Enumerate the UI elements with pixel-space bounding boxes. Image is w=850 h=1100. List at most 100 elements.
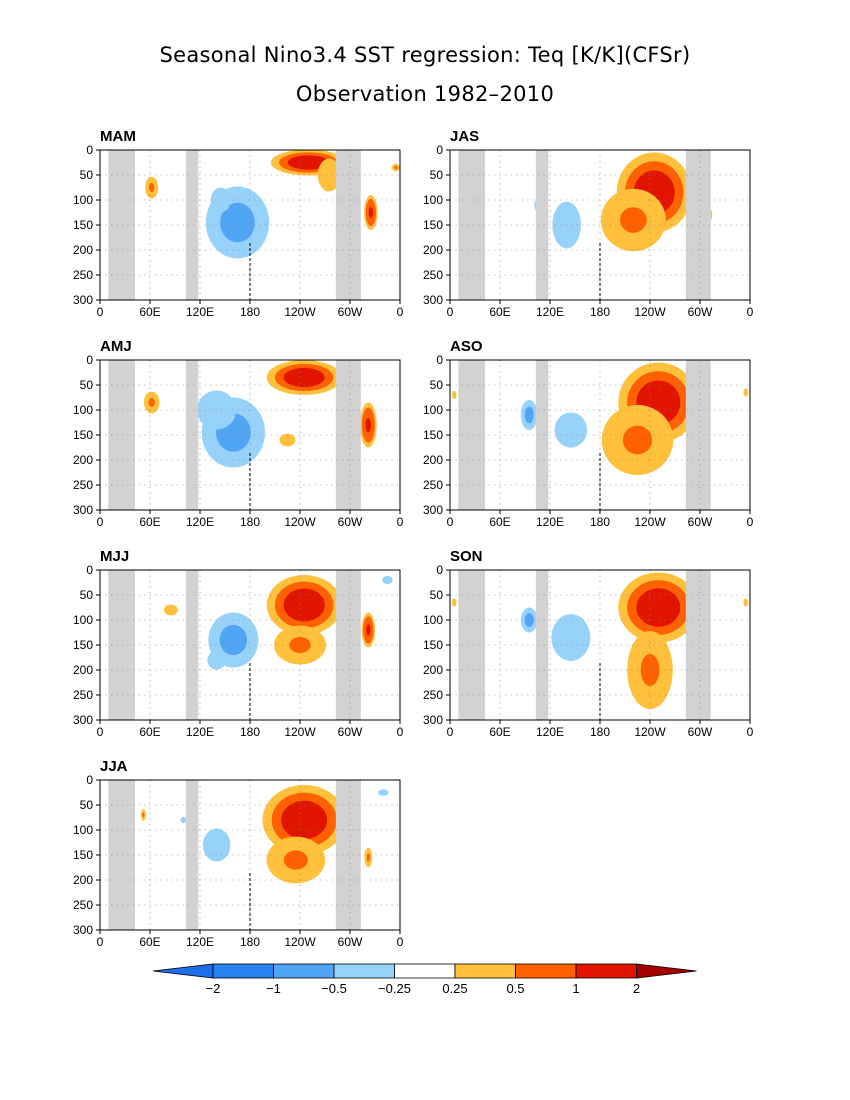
panel-label: MJJ bbox=[100, 548, 129, 565]
colorbar-swatch bbox=[454, 963, 516, 979]
y-tick-label: 150 bbox=[423, 218, 443, 232]
colorbar-tick-label: 0.5 bbox=[506, 981, 524, 996]
x-tick-label: 60W bbox=[688, 515, 713, 529]
x-tick-label: 120W bbox=[634, 515, 666, 529]
colorbar-swatch bbox=[394, 963, 456, 979]
x-tick-label: 60E bbox=[139, 305, 160, 319]
x-tick-label: 0 bbox=[447, 725, 454, 739]
plot-area bbox=[100, 360, 400, 510]
colorbar-swatch bbox=[575, 963, 637, 979]
x-tick-label: 60E bbox=[489, 515, 510, 529]
contour-blob bbox=[562, 627, 579, 648]
contour-blob bbox=[214, 192, 227, 208]
x-tick-label: 60W bbox=[338, 935, 363, 949]
y-tick-label: 300 bbox=[73, 713, 93, 727]
x-tick-label: 120E bbox=[536, 725, 564, 739]
land-mask bbox=[535, 360, 549, 510]
y-tick-label: 250 bbox=[423, 688, 443, 702]
x-tick-label: 0 bbox=[397, 305, 404, 319]
x-tick-label: 0 bbox=[397, 725, 404, 739]
x-tick-label: 120W bbox=[284, 305, 316, 319]
land-mask bbox=[185, 780, 199, 930]
contour-blob bbox=[225, 631, 242, 649]
x-tick-label: 0 bbox=[397, 515, 404, 529]
contour-blob bbox=[283, 850, 308, 870]
x-tick-label: 60E bbox=[139, 935, 160, 949]
x-tick-label: 60E bbox=[489, 305, 510, 319]
colorbar-tick-label: −0.25 bbox=[378, 981, 411, 996]
contour-blob bbox=[645, 596, 672, 619]
plot-area bbox=[450, 570, 750, 720]
y-tick-label: 200 bbox=[423, 243, 443, 257]
contour-blob bbox=[223, 421, 244, 444]
y-tick-label: 50 bbox=[430, 588, 444, 602]
y-tick-label: 0 bbox=[436, 143, 443, 157]
land-mask bbox=[185, 360, 199, 510]
x-tick-label: 120W bbox=[284, 935, 316, 949]
panel-son: 0 60E 120E 180 120W 60W 0 0 50 100 150 200 250 300 SON bbox=[423, 548, 754, 739]
colorbar-swatch bbox=[515, 963, 577, 979]
contour-blob bbox=[564, 422, 578, 438]
land-mask bbox=[185, 570, 199, 720]
colorbar-swatch bbox=[333, 963, 395, 979]
y-tick-label: 200 bbox=[73, 873, 93, 887]
y-tick-label: 150 bbox=[73, 218, 93, 232]
y-tick-label: 150 bbox=[73, 638, 93, 652]
x-tick-label: 120W bbox=[284, 725, 316, 739]
panel-jas: 0 60E 120E 180 120W 60W 0 0 50 100 150 200 250 300 JAS bbox=[423, 128, 754, 319]
contour-blob bbox=[744, 600, 748, 605]
colorbar-tick-label: −0.5 bbox=[321, 981, 347, 996]
land-mask bbox=[108, 150, 135, 300]
x-tick-label: 60E bbox=[139, 725, 160, 739]
y-tick-label: 100 bbox=[423, 613, 443, 627]
colorbar-tick-label: −1 bbox=[266, 981, 281, 996]
y-tick-label: 0 bbox=[86, 143, 93, 157]
y-tick-label: 250 bbox=[73, 478, 93, 492]
plot-area bbox=[100, 150, 400, 300]
contour-blob bbox=[180, 816, 186, 824]
land-mask bbox=[535, 570, 549, 720]
contour-blob bbox=[452, 600, 456, 605]
land-mask bbox=[458, 150, 485, 300]
y-tick-label: 0 bbox=[436, 563, 443, 577]
x-tick-label: 180 bbox=[590, 725, 610, 739]
y-tick-label: 300 bbox=[73, 923, 93, 937]
colorbar-swatch bbox=[636, 963, 697, 979]
y-tick-label: 300 bbox=[423, 293, 443, 307]
figure-title-line2: Observation 1982–2010 bbox=[296, 82, 554, 106]
y-tick-label: 250 bbox=[423, 268, 443, 282]
y-tick-label: 200 bbox=[423, 663, 443, 677]
contour-blob bbox=[365, 417, 372, 433]
land-mask bbox=[185, 150, 199, 300]
x-tick-label: 120W bbox=[634, 725, 666, 739]
x-tick-label: 120E bbox=[186, 725, 214, 739]
colorbar-swatch bbox=[152, 963, 214, 979]
colorbar: −2 −1 −0.5 −0.25 0.25 0.5 1 2 bbox=[152, 963, 697, 996]
x-tick-label: 180 bbox=[240, 725, 260, 739]
panel-label: MAM bbox=[100, 128, 136, 145]
figure-title-line1: Seasonal Nino3.4 SST regression: Teq [K/… bbox=[160, 43, 691, 67]
land-mask bbox=[458, 570, 485, 720]
panel-mjj: 0 60E 120E 180 120W 60W 0 0 50 100 150 200 250 300 MJJ bbox=[73, 548, 404, 739]
panel-aso: 0 60E 120E 180 120W 60W 0 0 50 100 150 200 250 300 ASO bbox=[423, 338, 754, 529]
contour-blob bbox=[526, 616, 532, 624]
panels-group: 0 60E 120E 180 120W 60W 0 0 50 100 150 200 250 300 MAM… bbox=[73, 128, 754, 949]
x-tick-label: 60E bbox=[489, 725, 510, 739]
x-tick-label: 60W bbox=[688, 305, 713, 319]
panel-label: JJA bbox=[100, 758, 128, 775]
y-tick-label: 250 bbox=[73, 688, 93, 702]
colorbar-tick-label: 1 bbox=[572, 981, 579, 996]
x-tick-label: 0 bbox=[747, 725, 754, 739]
contour-blob bbox=[149, 183, 155, 192]
x-tick-label: 0 bbox=[747, 515, 754, 529]
contour-blob bbox=[394, 165, 398, 170]
colorbar-tick-label: 2 bbox=[633, 981, 640, 996]
contour-blob bbox=[166, 606, 175, 614]
x-tick-label: 60E bbox=[139, 515, 160, 529]
contour-blob bbox=[292, 595, 317, 615]
land-mask bbox=[108, 780, 135, 930]
y-tick-label: 150 bbox=[73, 848, 93, 862]
panel-label: JAS bbox=[450, 128, 479, 145]
y-tick-label: 50 bbox=[80, 168, 94, 182]
